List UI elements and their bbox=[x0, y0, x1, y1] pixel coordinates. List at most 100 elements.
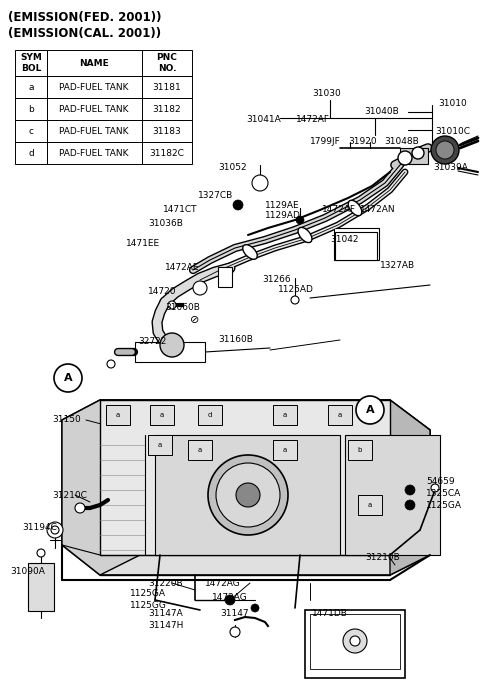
Text: SYM
BOL: SYM BOL bbox=[20, 53, 42, 73]
Circle shape bbox=[398, 151, 412, 165]
Circle shape bbox=[54, 364, 82, 392]
Text: 31183: 31183 bbox=[153, 127, 181, 135]
Circle shape bbox=[356, 396, 384, 424]
Bar bbox=[142, 98, 192, 120]
Bar bbox=[188, 440, 212, 460]
Text: 1129AE: 1129AE bbox=[265, 200, 300, 209]
Bar bbox=[15, 142, 47, 164]
Text: 1125GA: 1125GA bbox=[130, 590, 166, 598]
Polygon shape bbox=[390, 400, 430, 575]
Text: NAME: NAME bbox=[79, 59, 109, 68]
Text: (EMISSION(CAL. 2001)): (EMISSION(CAL. 2001)) bbox=[8, 27, 161, 40]
Bar bbox=[148, 435, 172, 455]
Text: 31182C: 31182C bbox=[150, 148, 184, 157]
Bar bbox=[15, 120, 47, 142]
Text: 31010C: 31010C bbox=[435, 127, 470, 137]
Circle shape bbox=[160, 333, 184, 357]
Bar bbox=[334, 228, 379, 260]
Text: 1327AB: 1327AB bbox=[380, 261, 415, 269]
Bar bbox=[15, 98, 47, 120]
Circle shape bbox=[75, 503, 85, 513]
Ellipse shape bbox=[348, 200, 362, 215]
Bar bbox=[47, 76, 142, 98]
Bar bbox=[47, 50, 142, 76]
Text: 31030: 31030 bbox=[312, 90, 341, 98]
Text: 31042: 31042 bbox=[330, 235, 359, 244]
Text: ⊘: ⊘ bbox=[190, 315, 200, 325]
Text: 31147H: 31147H bbox=[148, 622, 183, 631]
Text: 1472AF: 1472AF bbox=[296, 116, 330, 124]
Bar bbox=[106, 405, 130, 425]
Circle shape bbox=[350, 636, 360, 646]
Bar bbox=[400, 148, 428, 164]
Circle shape bbox=[37, 549, 45, 557]
Circle shape bbox=[193, 281, 207, 295]
Text: 31266: 31266 bbox=[262, 276, 290, 285]
Circle shape bbox=[252, 175, 268, 191]
Circle shape bbox=[168, 301, 176, 309]
Bar bbox=[142, 50, 192, 76]
Circle shape bbox=[405, 485, 415, 495]
Text: 1472AG: 1472AG bbox=[205, 579, 241, 588]
Bar bbox=[335, 232, 377, 260]
Text: 1799JF: 1799JF bbox=[310, 137, 341, 146]
Text: 31147A: 31147A bbox=[148, 609, 183, 618]
Text: 1472AG: 1472AG bbox=[212, 594, 248, 603]
Circle shape bbox=[230, 627, 240, 637]
Text: PAD-FUEL TANK: PAD-FUEL TANK bbox=[59, 105, 129, 114]
Text: PNC
NO.: PNC NO. bbox=[156, 53, 178, 73]
Text: a: a bbox=[28, 83, 34, 92]
Bar bbox=[155, 435, 340, 555]
Text: 1129AD: 1129AD bbox=[265, 211, 301, 220]
Text: d: d bbox=[28, 148, 34, 157]
Bar bbox=[150, 405, 174, 425]
Text: 31010: 31010 bbox=[438, 98, 467, 107]
Bar bbox=[142, 120, 192, 142]
Text: PAD-FUEL TANK: PAD-FUEL TANK bbox=[59, 127, 129, 135]
Bar bbox=[15, 50, 47, 76]
Text: 1471CT: 1471CT bbox=[163, 205, 197, 215]
Bar bbox=[135, 342, 205, 362]
Circle shape bbox=[436, 141, 454, 159]
Circle shape bbox=[412, 147, 424, 159]
Text: 31920: 31920 bbox=[348, 137, 377, 146]
Text: 31181: 31181 bbox=[153, 83, 181, 92]
Circle shape bbox=[233, 200, 243, 210]
Bar bbox=[218, 267, 232, 287]
Bar bbox=[358, 495, 382, 515]
Text: 31039A: 31039A bbox=[433, 163, 468, 172]
Circle shape bbox=[107, 360, 115, 368]
Bar bbox=[348, 440, 372, 460]
Bar bbox=[15, 76, 47, 98]
Bar bbox=[47, 142, 142, 164]
Text: A: A bbox=[64, 373, 72, 383]
Circle shape bbox=[208, 455, 288, 535]
Text: (EMISSION(FED. 2001)): (EMISSION(FED. 2001)) bbox=[8, 12, 161, 25]
Text: 31060B: 31060B bbox=[165, 302, 200, 311]
Polygon shape bbox=[100, 400, 430, 430]
Text: a: a bbox=[368, 502, 372, 508]
Text: 54659: 54659 bbox=[426, 477, 455, 486]
Text: PAD-FUEL TANK: PAD-FUEL TANK bbox=[59, 148, 129, 157]
Text: 31150: 31150 bbox=[52, 415, 81, 425]
Bar bbox=[28, 563, 54, 611]
Bar bbox=[328, 405, 352, 425]
Ellipse shape bbox=[243, 245, 257, 259]
Text: 14720: 14720 bbox=[148, 287, 177, 296]
Text: 31182: 31182 bbox=[153, 105, 181, 114]
Bar bbox=[345, 435, 440, 555]
Text: 1125GA: 1125GA bbox=[426, 501, 462, 510]
Text: 1125AD: 1125AD bbox=[278, 285, 314, 295]
Text: d: d bbox=[208, 412, 212, 418]
Text: 31048B: 31048B bbox=[384, 137, 419, 146]
Circle shape bbox=[51, 526, 59, 534]
Text: A: A bbox=[366, 405, 374, 415]
Text: a: a bbox=[116, 412, 120, 418]
Circle shape bbox=[405, 500, 415, 510]
Circle shape bbox=[236, 483, 260, 507]
Text: 31090A: 31090A bbox=[10, 568, 45, 577]
Bar bbox=[305, 610, 405, 678]
Text: c: c bbox=[28, 127, 34, 135]
Text: a: a bbox=[283, 412, 287, 418]
Circle shape bbox=[343, 629, 367, 653]
